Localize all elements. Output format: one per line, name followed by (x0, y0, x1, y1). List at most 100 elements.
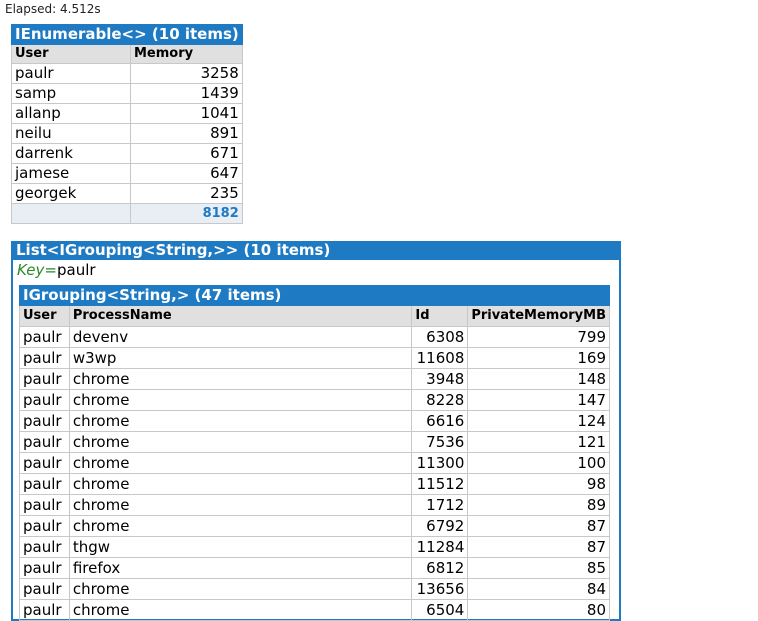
table-row: darrenk 671 (11, 143, 243, 164)
privatememorymb-cell: 148 (467, 368, 610, 390)
privatememorymb-cell: 87 (467, 536, 610, 558)
table-row: paulr w3wp 11608 169 (19, 347, 610, 369)
privatememorymb-cell: 84 (467, 578, 610, 600)
user-cell: jamese (11, 163, 131, 184)
processname-cell: w3wp (68, 347, 413, 369)
user-cell: paulr (19, 473, 70, 495)
grouping-list: List<IGrouping<String,>> (10 items) Key=… (11, 241, 621, 621)
id-cell: 6504 (411, 599, 469, 621)
id-cell: 6308 (411, 326, 469, 348)
processname-cell: devenv (68, 326, 413, 348)
table-row: paulr chrome 13656 84 (19, 578, 610, 600)
privatememorymb-cell: 124 (467, 410, 610, 432)
total-label-cell (11, 203, 131, 224)
id-cell: 8228 (411, 389, 469, 411)
processname-cell: chrome (68, 431, 413, 453)
processname-cell: chrome (68, 599, 413, 621)
memory-cell: 235 (130, 183, 243, 204)
table-row: samp 1439 (11, 83, 243, 104)
id-cell: 1712 (411, 494, 469, 516)
processname-cell: chrome (68, 389, 413, 411)
column-header-privatememorymb[interactable]: PrivateMemoryMB (467, 305, 610, 327)
user-cell: paulr (19, 410, 70, 432)
id-cell: 11300 (411, 452, 469, 474)
privatememorymb-cell: 98 (467, 473, 610, 495)
user-cell: paulr (19, 452, 70, 474)
table-row: paulr chrome 6792 87 (19, 515, 610, 537)
table-row: paulr chrome 6504 80 (19, 599, 610, 621)
memory-cell: 1439 (130, 83, 243, 104)
memory-cell: 3258 (130, 63, 243, 84)
user-cell: darrenk (11, 143, 131, 164)
user-cell: paulr (19, 368, 70, 390)
table-row: paulr chrome 8228 147 (19, 389, 610, 411)
grouping-list-caption[interactable]: List<IGrouping<String,>> (10 items) (13, 241, 619, 260)
user-cell: paulr (19, 599, 70, 621)
user-cell: paulr (19, 557, 70, 579)
summary-table: IEnumerable<> (10 items) User Memory pau… (11, 24, 243, 224)
id-cell: 13656 (411, 578, 469, 600)
privatememorymb-cell: 85 (467, 557, 610, 579)
privatememorymb-cell: 87 (467, 515, 610, 537)
table-row: paulr chrome 11300 100 (19, 452, 610, 474)
processname-cell: chrome (68, 515, 413, 537)
table-row: paulr chrome 7536 121 (19, 431, 610, 453)
processname-cell: chrome (68, 473, 413, 495)
group-key-label: Key= (17, 261, 57, 279)
privatememorymb-cell: 89 (467, 494, 610, 516)
privatememorymb-cell: 147 (467, 389, 610, 411)
privatememorymb-cell: 169 (467, 347, 610, 369)
user-cell: paulr (19, 578, 70, 600)
table-row: paulr devenv 6308 799 (19, 326, 610, 348)
id-cell: 11608 (411, 347, 469, 369)
privatememorymb-cell: 799 (467, 326, 610, 348)
id-cell: 6616 (411, 410, 469, 432)
user-cell: paulr (11, 63, 131, 84)
user-cell: paulr (19, 536, 70, 558)
processname-cell: chrome (68, 494, 413, 516)
column-header-processname[interactable]: ProcessName (68, 305, 413, 327)
privatememorymb-cell: 100 (467, 452, 610, 474)
group-table: IGrouping<String,> (47 items) User Proce… (19, 285, 610, 621)
table-row: paulr firefox 6812 85 (19, 557, 610, 579)
id-cell: 11512 (411, 473, 469, 495)
id-cell: 7536 (411, 431, 469, 453)
id-cell: 6792 (411, 515, 469, 537)
table-row: jamese 647 (11, 163, 243, 184)
group-table-caption[interactable]: IGrouping<String,> (47 items) (19, 285, 610, 306)
id-cell: 11284 (411, 536, 469, 558)
memory-total: 8182 (130, 203, 243, 224)
group-key-row: Key=paulr (13, 260, 619, 280)
table-row: paulr thgw 11284 87 (19, 536, 610, 558)
user-cell: neilu (11, 123, 131, 144)
table-row: paulr chrome 11512 98 (19, 473, 610, 495)
table-row: neilu 891 (11, 123, 243, 144)
column-header-id[interactable]: Id (411, 305, 469, 327)
user-cell: paulr (19, 431, 70, 453)
table-row: paulr 3258 (11, 63, 243, 84)
elapsed-time: Elapsed: 4.512s (5, 2, 101, 16)
id-cell: 6812 (411, 557, 469, 579)
privatememorymb-cell: 121 (467, 431, 610, 453)
processname-cell: firefox (68, 557, 413, 579)
table-row: paulr chrome 1712 89 (19, 494, 610, 516)
summary-table-caption[interactable]: IEnumerable<> (10 items) (11, 24, 243, 45)
user-cell: paulr (19, 347, 70, 369)
user-cell: paulr (19, 389, 70, 411)
id-cell: 3948 (411, 368, 469, 390)
column-header-user[interactable]: User (11, 44, 131, 64)
memory-cell: 671 (130, 143, 243, 164)
user-cell: georgek (11, 183, 131, 204)
user-cell: paulr (19, 494, 70, 516)
group-key-value: paulr (56, 261, 96, 279)
column-header-memory[interactable]: Memory (130, 44, 243, 64)
user-cell: allanp (11, 103, 131, 124)
table-row: paulr chrome 6616 124 (19, 410, 610, 432)
table-row: allanp 1041 (11, 103, 243, 124)
memory-cell: 891 (130, 123, 243, 144)
processname-cell: thgw (68, 536, 413, 558)
processname-cell: chrome (68, 578, 413, 600)
total-row: 8182 (11, 203, 243, 224)
user-cell: paulr (19, 515, 70, 537)
column-header-user[interactable]: User (19, 305, 70, 327)
